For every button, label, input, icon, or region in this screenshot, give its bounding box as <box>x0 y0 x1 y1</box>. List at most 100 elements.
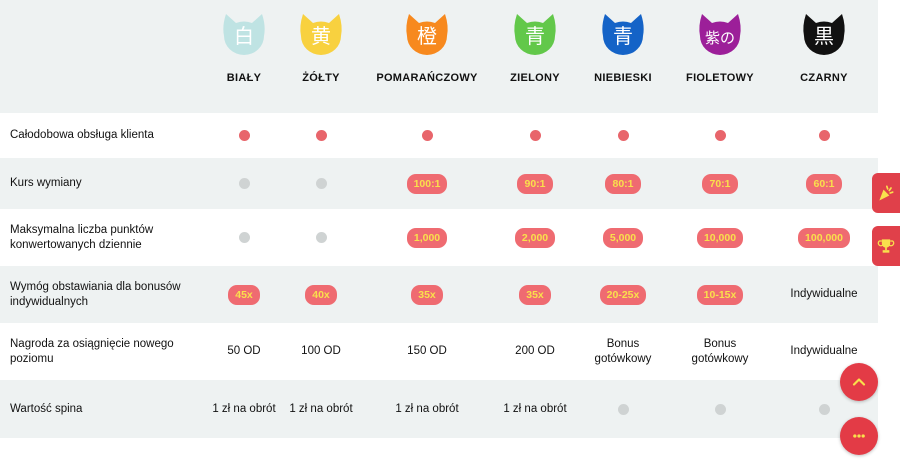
tier-name-pomaranczowy: POMARAŃCZOWY <box>376 72 478 84</box>
tier-kanji: 青 <box>613 24 633 48</box>
table-cell: Bonus gotówkowy <box>573 323 673 380</box>
table-cell: 1 zł na obrót <box>271 380 371 438</box>
tier-name-czarny: CZARNY <box>800 72 848 84</box>
table-cell: 100,000 <box>774 209 874 266</box>
table-cell <box>485 113 585 158</box>
value-pill: 10-15x <box>696 284 744 305</box>
table-row: Wymóg obstawiania dla bonusów indywidual… <box>0 266 878 323</box>
tier-cat-icon: 黒 <box>800 12 848 58</box>
value-pill: 5,000 <box>602 227 644 248</box>
included-dot <box>315 130 327 141</box>
table-cell: Indywidualne <box>774 266 874 323</box>
table-cell: 90:1 <box>485 158 585 209</box>
row-label: Kurs wymiany <box>10 177 82 189</box>
value-text: Indywidualne <box>790 345 858 357</box>
table-cell: 35x <box>485 266 585 323</box>
value-pill: 90:1 <box>517 173 553 194</box>
tier-header-row: 白 BIAŁY 黄 ŻÓŁTY 橙 POMARAŃCZOWY 青 ZIELONY 青 NIEBIE… <box>0 0 878 113</box>
live-chat-button[interactable] <box>840 417 878 455</box>
tier-cat-icon: 青 <box>599 12 647 58</box>
promotions-tab[interactable] <box>872 173 900 213</box>
table-cell <box>573 380 673 438</box>
tier-kanji: 橙 <box>417 24 437 48</box>
value-pill: 60:1 <box>806 173 842 194</box>
table-cell: 2,000 <box>485 209 585 266</box>
table-row: Nagroda za osiągnięcie nowego poziomu 50 … <box>0 323 878 380</box>
table-cell <box>774 380 874 438</box>
value-pill: 20-25x <box>599 284 647 305</box>
scroll-to-top-button[interactable] <box>840 363 878 401</box>
value-pill: 35x <box>519 284 551 305</box>
vip-levels-table: 白 BIAŁY 黄 ŻÓŁTY 橙 POMARAŃCZOWY 青 ZIELONY 青 NIEBIE… <box>0 0 878 438</box>
value-text: 1 zł na obrót <box>503 402 567 415</box>
tier-kanji: 紫の <box>704 29 735 47</box>
table-cell: 5,000 <box>573 209 673 266</box>
tier-cat-icon: 橙 <box>403 12 451 58</box>
value-pill: 70:1 <box>702 173 738 194</box>
table-cell: 150 OD <box>377 323 477 380</box>
table-cell: 10,000 <box>670 209 770 266</box>
table-cell: 35x <box>377 266 477 323</box>
tier-kanji: 白 <box>234 24 254 48</box>
included-dot <box>818 130 830 141</box>
tournaments-tab[interactable] <box>872 226 900 266</box>
value-pill: 10,000 <box>696 227 744 248</box>
tier-kanji: 青 <box>525 24 545 48</box>
table-cell: Indywidualne <box>774 323 874 380</box>
included-dot <box>529 130 541 141</box>
value-text: Indywidualne <box>790 288 858 300</box>
value-pill: 45x <box>228 284 260 305</box>
table-cell <box>194 209 294 266</box>
row-label: Wartość spina <box>10 402 83 415</box>
value-text: 150 OD <box>407 345 447 357</box>
not-included-dot <box>238 232 250 243</box>
tier-name-zolty: ŻÓŁTY <box>302 72 340 84</box>
value-text: 200 OD <box>515 345 555 357</box>
table-cell <box>670 113 770 158</box>
table-cell <box>271 113 371 158</box>
table-cell: 10-15x <box>670 266 770 323</box>
row-label: Maksymalna liczba punktów konwertowanych… <box>10 223 154 251</box>
table-cell <box>194 158 294 209</box>
table-cell: Bonus gotówkowy <box>670 323 770 380</box>
table-cell: 1 zł na obrót <box>485 380 585 438</box>
row-label: Nagroda za osiągnięcie nowego poziomu <box>10 337 174 365</box>
value-text: 100 OD <box>301 345 341 357</box>
value-text: Bonus gotówkowy <box>691 337 749 365</box>
table-cell: 20-25x <box>573 266 673 323</box>
tier-kanji: 黒 <box>814 24 834 48</box>
trophy-icon <box>877 239 895 253</box>
included-dot <box>238 130 250 141</box>
value-pill: 80:1 <box>605 173 641 194</box>
value-text: 1 zł na obrót <box>212 402 276 415</box>
chat-icon <box>853 434 865 438</box>
value-pill: 35x <box>411 284 443 305</box>
tier-cat-icon: 白 <box>220 12 268 58</box>
tier-name-zielony: ZIELONY <box>510 72 560 84</box>
value-pill: 2,000 <box>514 227 556 248</box>
table-row: Maksymalna liczba punktów konwertowanych… <box>0 209 878 266</box>
party-popper-icon <box>879 185 894 201</box>
table-cell <box>670 380 770 438</box>
table-cell: 70:1 <box>670 158 770 209</box>
table-row: Kurs wymiany 100:1 90:1 80:1 70:1 60:1 <box>0 158 878 209</box>
included-dot <box>714 130 726 141</box>
table-cell: 100:1 <box>377 158 477 209</box>
not-included-dot <box>238 178 250 189</box>
tier-cat-icon: 黄 <box>297 12 345 58</box>
chevron-up-icon <box>852 378 866 386</box>
table-cell: 40x <box>271 266 371 323</box>
tier-kanji: 黄 <box>311 24 331 48</box>
tier-cat-icon: 青 <box>511 12 559 58</box>
tier-name-fioletowy: FIOLETOWY <box>686 72 754 84</box>
table-cell <box>271 209 371 266</box>
table-cell: 60:1 <box>774 158 874 209</box>
table-cell: 80:1 <box>573 158 673 209</box>
not-included-dot <box>315 178 327 189</box>
table-cell: 1 zł na obrót <box>194 380 294 438</box>
table-cell: 45x <box>194 266 294 323</box>
table-row: Wartość spina 1 zł na obrót 1 zł na obrót 1… <box>0 380 878 438</box>
value-text: 1 zł na obrót <box>395 402 459 415</box>
row-label: Całodobowa obsługa klienta <box>10 129 154 141</box>
table-cell <box>774 113 874 158</box>
